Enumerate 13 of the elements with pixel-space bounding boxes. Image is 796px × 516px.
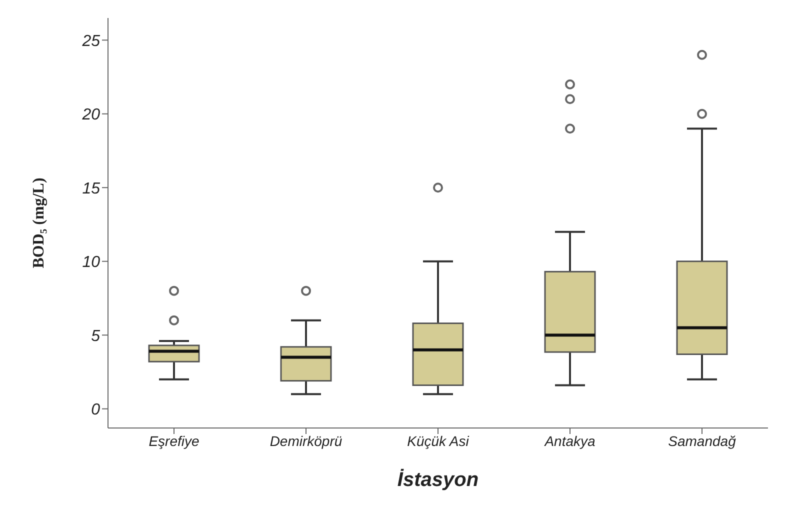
- x-tick-label: Küçük Asi: [407, 432, 470, 449]
- y-tick-label: 25: [81, 32, 100, 50]
- y-tick-label: 10: [82, 254, 100, 272]
- y-tick-label: 5: [91, 328, 100, 345]
- y-axis-title: BOD₅ (mg/L): [30, 178, 48, 268]
- x-tick-label: Eşrefiye: [148, 432, 200, 449]
- y-tick-label: 15: [82, 180, 100, 198]
- x-axis-title: İstasyon: [397, 468, 479, 491]
- x-tick-label: Antakya: [544, 432, 596, 449]
- y-tick-label: 20: [81, 106, 100, 124]
- y-tick-label: 0: [91, 402, 100, 419]
- x-tick-label: Samandağ: [668, 432, 736, 449]
- x-tick-label: Demirköprü: [270, 432, 342, 449]
